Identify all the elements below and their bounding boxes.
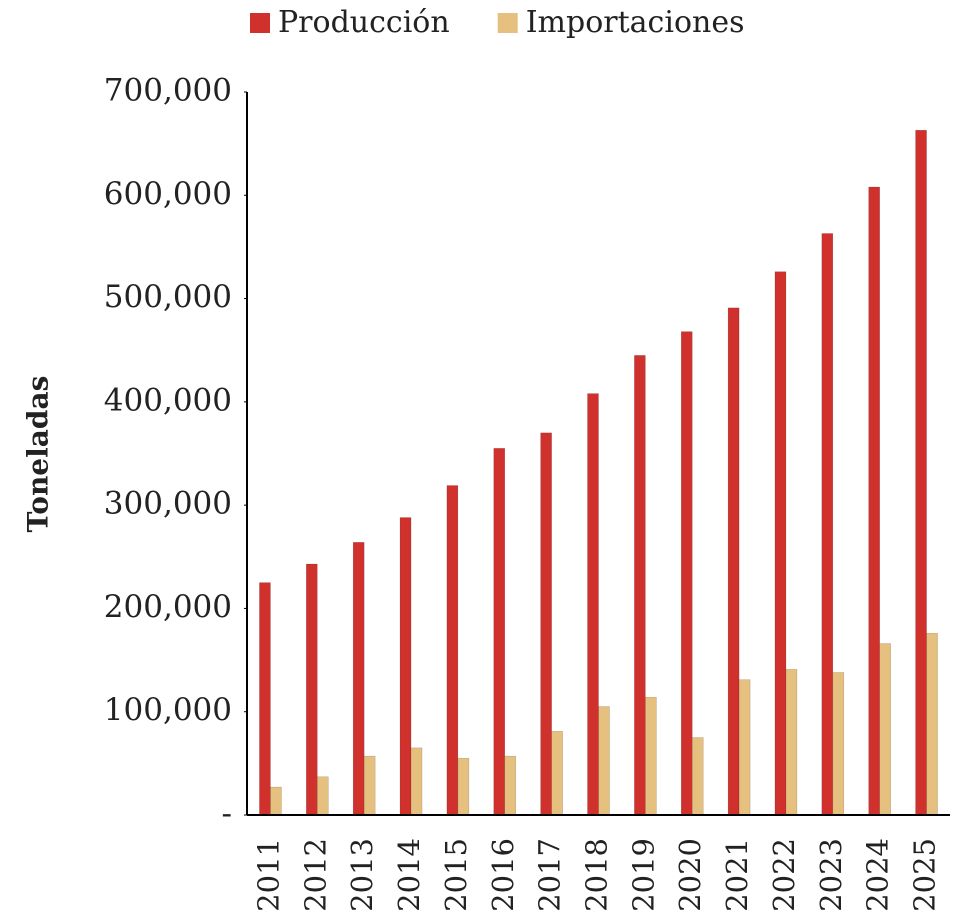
y-tick-label: - <box>222 796 232 832</box>
bar <box>270 786 282 816</box>
x-tick-label: 2024 <box>861 838 895 912</box>
y-tick-label: 700,000 <box>104 73 232 109</box>
bar <box>317 776 329 816</box>
bar <box>868 186 880 816</box>
bar <box>915 129 927 816</box>
bar <box>634 355 646 816</box>
bar <box>926 632 938 816</box>
bar <box>691 737 704 816</box>
x-tick-label: 2014 <box>392 838 426 912</box>
bar <box>879 643 891 816</box>
bar <box>446 485 459 816</box>
x-tick-label: 2017 <box>533 838 567 912</box>
bar <box>457 757 470 816</box>
legend-swatch <box>497 13 518 33</box>
bar <box>363 755 376 816</box>
bar <box>540 432 552 816</box>
bar <box>832 672 845 816</box>
bar <box>785 669 798 816</box>
y-tick-label: 400,000 <box>104 382 232 418</box>
y-tick-label: 600,000 <box>104 176 232 212</box>
bar <box>738 679 751 816</box>
bar <box>680 331 693 816</box>
x-tick-label: 2022 <box>767 838 801 912</box>
legend-swatch <box>250 13 270 33</box>
x-tick-label: 2025 <box>908 838 942 912</box>
x-tick-label: 2020 <box>673 838 707 912</box>
bar <box>645 697 657 816</box>
bar <box>551 731 563 816</box>
bar <box>821 233 834 816</box>
y-tick-label: 300,000 <box>104 486 232 522</box>
bar <box>598 706 610 816</box>
bar <box>410 747 423 816</box>
bar <box>352 542 365 816</box>
x-tick-label: 2016 <box>486 838 520 912</box>
x-tick-label: 2012 <box>298 838 332 912</box>
y-axis-label: Toneladas <box>22 376 55 533</box>
bar <box>587 393 599 816</box>
y-tick-label: 200,000 <box>104 589 232 625</box>
x-tick-label: 2021 <box>720 838 754 912</box>
bar <box>774 271 787 816</box>
x-tick-label: 2013 <box>345 838 379 912</box>
x-tick-label: 2015 <box>439 838 473 912</box>
x-tick-label: 2018 <box>580 838 614 912</box>
y-tick-label: 500,000 <box>104 279 232 315</box>
x-tick-label: 2023 <box>814 838 848 912</box>
bar <box>399 517 412 816</box>
legend-label: Importaciones <box>526 5 745 40</box>
x-tick-label: 2019 <box>626 838 660 912</box>
bar <box>727 307 740 816</box>
y-tick-label: 100,000 <box>104 692 232 728</box>
x-tick-label: 2011 <box>251 838 285 912</box>
bar <box>306 563 318 816</box>
bar <box>259 582 271 816</box>
bar <box>504 755 517 816</box>
bar <box>493 448 506 816</box>
legend-label: Producción <box>278 5 450 40</box>
